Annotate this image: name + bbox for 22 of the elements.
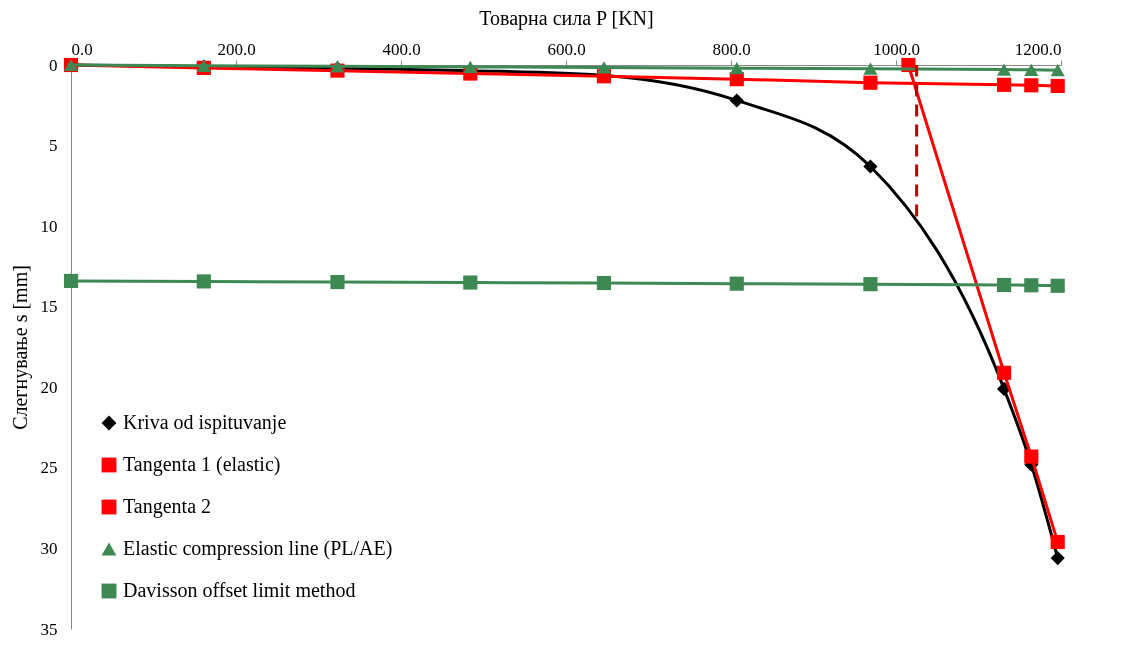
legend-label: Davisson offset limit method [123, 579, 356, 601]
x-tick-label: 400.0 [382, 39, 421, 59]
x-tick-label: 600.0 [547, 39, 586, 59]
y-tick-label: 20 [40, 377, 58, 397]
legend-label: Kriva od ispituvanje [123, 411, 287, 434]
legend-label: Tangenta 1 (elastic) [123, 453, 281, 476]
y-tick-label: 10 [40, 216, 58, 236]
x-tick-label: 800.0 [712, 39, 751, 59]
y-tick-label: 0 [49, 55, 58, 75]
x-axis-title: Товарна сила P [KN] [479, 6, 654, 30]
y-tick-label: 25 [40, 458, 58, 478]
x-tick-label: 0.0 [71, 39, 93, 59]
y-tick-label: 15 [40, 297, 58, 317]
y-axis-title: Слегнување s [mm] [8, 265, 32, 430]
x-tick-label: 200.0 [217, 39, 256, 59]
y-tick-label: 30 [40, 538, 58, 558]
y-tick-label: 35 [40, 619, 58, 639]
x-tick-label: 1200.0 [1014, 39, 1062, 59]
legend-label: Tangenta 2 [123, 495, 212, 518]
x-tick-label: 1000.0 [873, 39, 920, 59]
y-tick-label: 5 [49, 136, 58, 156]
legend-label: Elastic compression line (PL/AE) [123, 537, 393, 560]
